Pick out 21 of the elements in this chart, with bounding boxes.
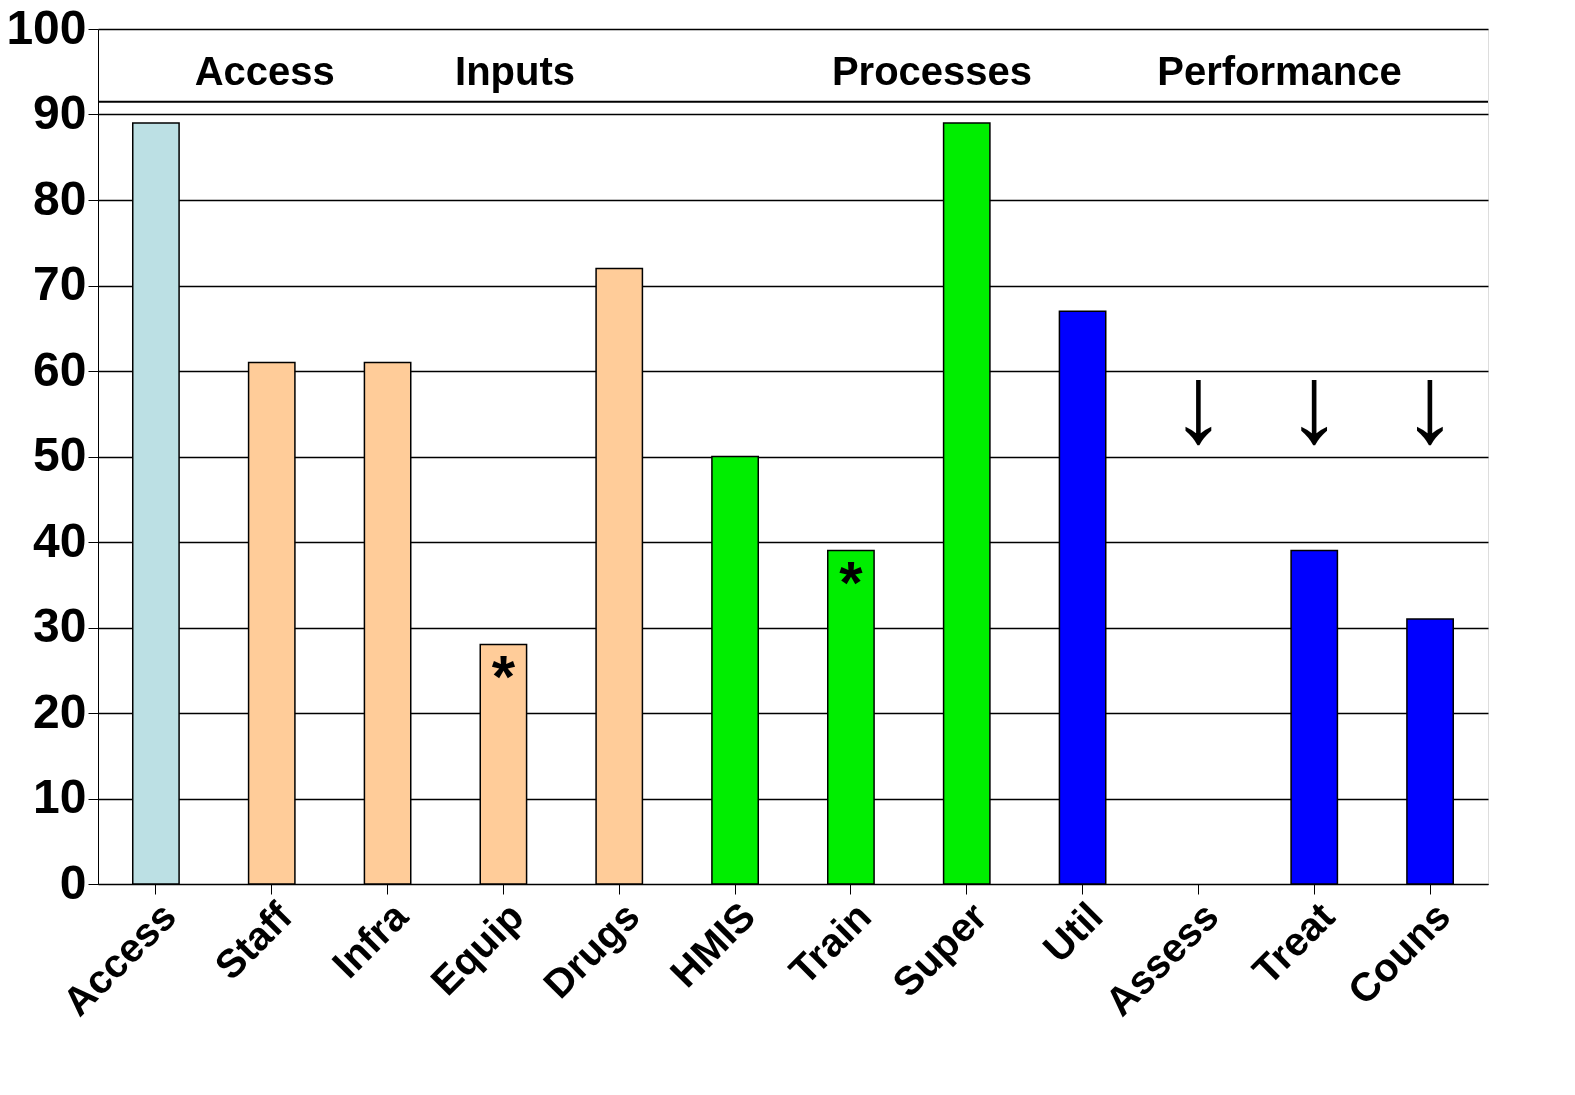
- y-tick-label: 100: [6, 0, 87, 54]
- annotation: ↓: [1170, 342, 1226, 465]
- y-tick-label: 30: [33, 599, 87, 652]
- annotation: Inputs: [455, 49, 575, 93]
- annotation: ↓: [1402, 342, 1458, 465]
- annotation: Performance: [1157, 49, 1402, 93]
- x-tick-label: Util: [1034, 893, 1111, 971]
- y-tick-label: 40: [33, 513, 87, 567]
- annotation: Access: [194, 49, 335, 93]
- y-tick-label: 90: [33, 86, 87, 139]
- y-tick-label: 50: [33, 428, 87, 481]
- y-tick-label: 20: [33, 684, 87, 738]
- annotation: Processes: [831, 49, 1033, 93]
- y-tick-label: 60: [33, 342, 87, 396]
- annotation: *: [839, 548, 864, 616]
- y-tick-label: 70: [33, 257, 87, 310]
- y-tick-label: 80: [33, 171, 87, 225]
- annotation: *: [491, 642, 516, 710]
- y-tick-label: 10: [33, 770, 87, 823]
- annotation: ↓: [1286, 342, 1342, 465]
- y-tick-label: 0: [59, 855, 87, 909]
